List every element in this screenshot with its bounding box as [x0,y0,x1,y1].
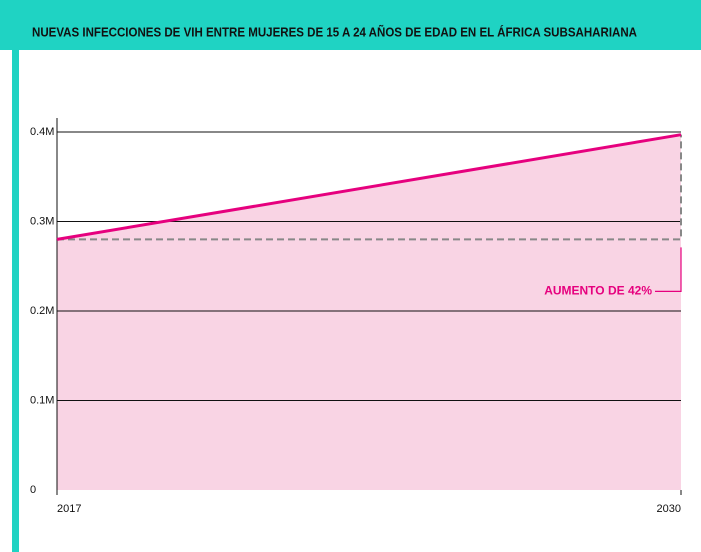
x-tick-label: 2017 [57,503,81,515]
y-tick-label: 0.3M [30,215,54,227]
series-line [56,133,682,241]
y-tick-label: 0.4M [30,126,54,138]
x-tick-label: 2030 [657,503,681,515]
area [57,134,681,490]
side-stripe [12,50,19,552]
annotation-leader [655,247,682,292]
header-bar [0,0,701,50]
reference-dash [57,134,682,241]
annotation: AUMENTO DE 42% [544,284,652,298]
y-tick-label: 0.1M [30,394,54,406]
y-tick-label: 0 [30,484,36,496]
y-tick-label: 0.2M [30,305,54,317]
chart-title: NUEVAS INFECCIONES DE VIH ENTRE MUJERES … [32,24,638,39]
